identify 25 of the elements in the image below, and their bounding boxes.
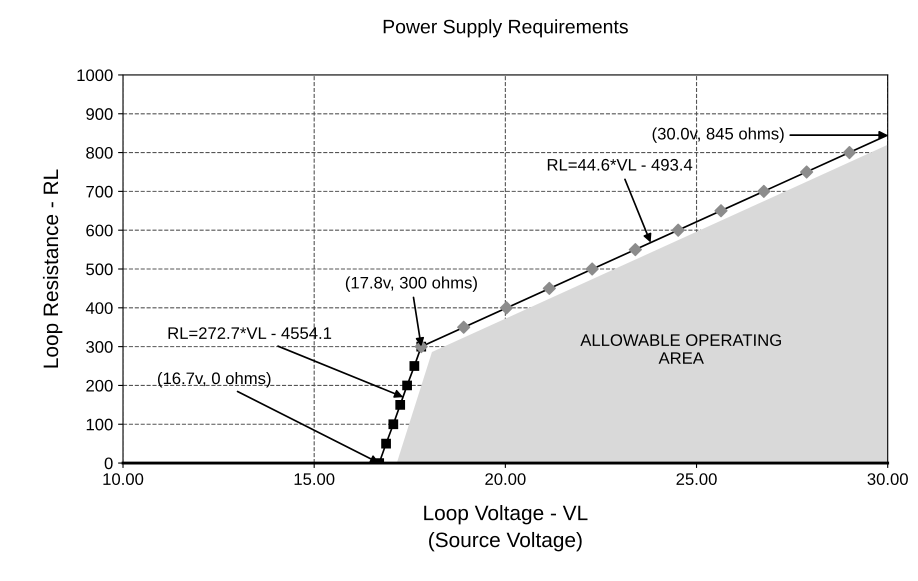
x-tick-label: 30.00: [867, 473, 908, 486]
x-axis-title: Loop Voltage - VL (Source Voltage): [424, 504, 588, 552]
x-tick-label: 15.00: [294, 473, 334, 486]
y-tick-label: 0: [104, 457, 113, 470]
y-tick-label: 500: [86, 263, 113, 276]
x-tick-label: 25.00: [676, 473, 717, 486]
y-tick-label: 700: [86, 186, 113, 198]
y-tick-label: 300: [86, 341, 113, 353]
chart-title: Power Supply Requirements: [384, 19, 628, 38]
annotation: (17.8v, 300 ohms): [346, 276, 477, 292]
y-tick-label: 100: [86, 418, 113, 430]
x-tick-label: 20.00: [485, 473, 526, 486]
annotation: (16.7v, 0 ohms): [158, 372, 270, 388]
x-tick-label: 10.00: [103, 473, 144, 486]
y-tick-label: 400: [86, 302, 113, 314]
annotation: (30.0v, 845 ohms): [652, 127, 784, 143]
y-axis-title: Loop Resistance - RL: [42, 170, 62, 368]
y-tick-label: 1000: [77, 69, 113, 82]
annotation: ALLOWABLE OPERATING AREA: [580, 334, 781, 364]
y-tick-label: 900: [86, 108, 113, 120]
y-tick-label: 200: [86, 380, 113, 392]
annotation: RL=44.6*VL - 493.4: [548, 158, 692, 171]
y-tick-label: 800: [86, 146, 113, 159]
y-tick-label: 600: [86, 224, 113, 236]
annotation: RL=272.7*VL - 4554.1: [168, 327, 332, 340]
